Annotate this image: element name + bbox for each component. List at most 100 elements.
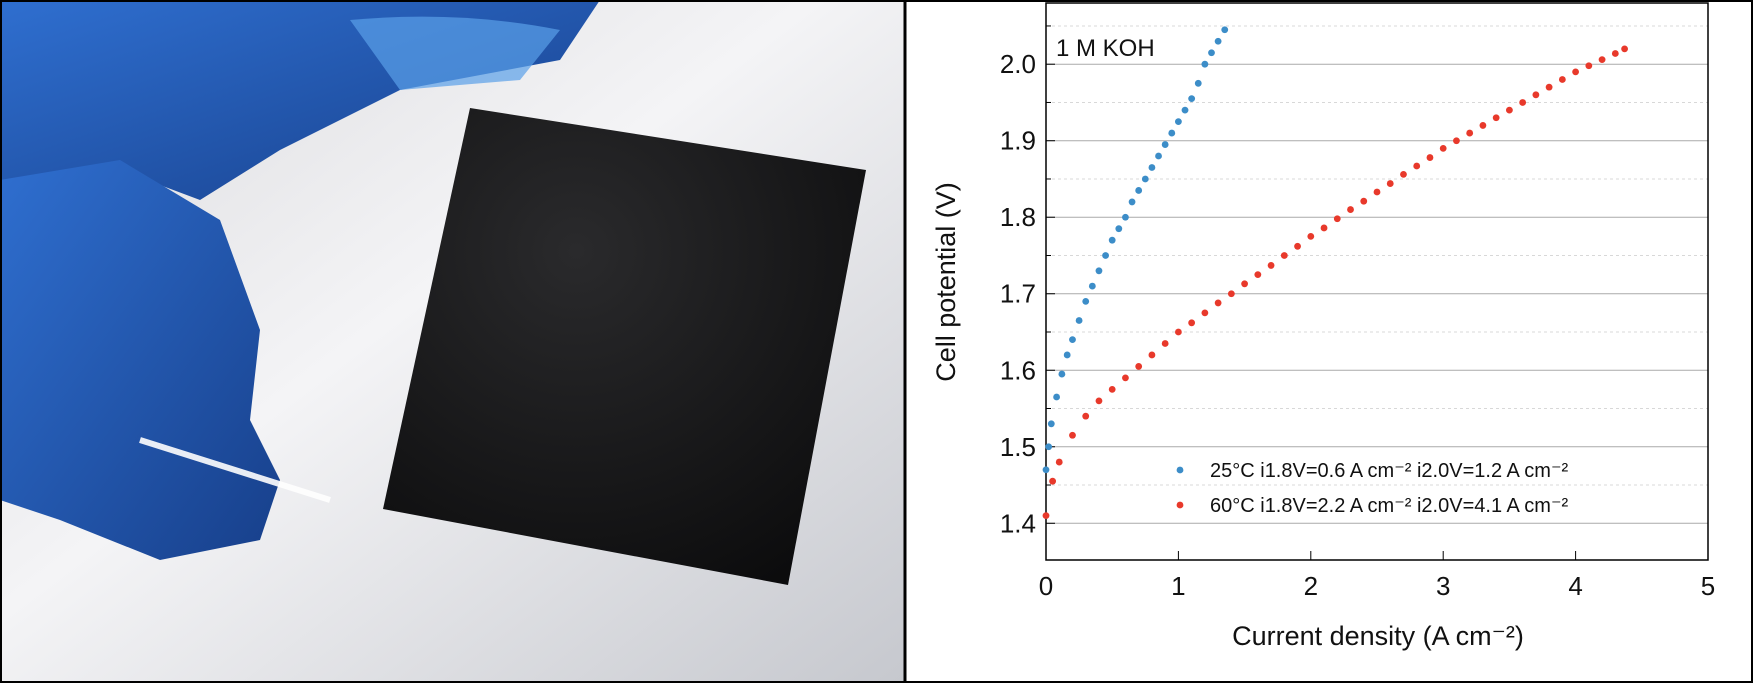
chart: 1 M KOH Current density (A cm⁻²) Cell po… bbox=[931, 2, 1715, 651]
point bbox=[1466, 129, 1474, 137]
x-tick-label: 0 bbox=[1039, 571, 1053, 601]
legend-label: 25°C i1.8V=0.6 A cm⁻² i2.0V=1.2 A cm⁻² bbox=[1210, 460, 1569, 482]
point bbox=[1082, 412, 1090, 420]
point bbox=[1621, 45, 1628, 53]
point bbox=[1168, 129, 1176, 137]
point bbox=[1135, 187, 1143, 194]
point bbox=[1360, 197, 1368, 205]
plot-frame bbox=[1045, 2, 1709, 561]
point bbox=[1347, 206, 1354, 213]
point bbox=[1102, 252, 1109, 259]
point bbox=[1075, 317, 1083, 324]
point bbox=[1479, 122, 1487, 129]
x-tick-label: 4 bbox=[1568, 571, 1582, 601]
legend-marker bbox=[1176, 501, 1184, 509]
point bbox=[1108, 385, 1116, 393]
point bbox=[1333, 215, 1341, 223]
point bbox=[1267, 262, 1275, 269]
legend-label: 60°C i1.8V=2.2 A cm⁻² i2.0V=4.1 A cm⁻² bbox=[1210, 495, 1569, 517]
point bbox=[1122, 213, 1129, 221]
point bbox=[1135, 363, 1143, 370]
point bbox=[1221, 26, 1229, 34]
point bbox=[1115, 225, 1123, 233]
point bbox=[1095, 397, 1103, 405]
point bbox=[1082, 297, 1090, 305]
point bbox=[1069, 336, 1076, 344]
point bbox=[1141, 175, 1149, 183]
photo bbox=[0, 0, 905, 683]
y-tick-label: 1.5 bbox=[1000, 432, 1036, 462]
x-axis-label: Current density (A cm⁻²) bbox=[1232, 621, 1524, 651]
y-axis-label: Cell potential (V) bbox=[931, 182, 961, 382]
y-tick-label: 1.7 bbox=[1000, 279, 1036, 309]
y-tick-label: 1.8 bbox=[1000, 202, 1036, 232]
point bbox=[1155, 152, 1162, 160]
point bbox=[1194, 79, 1202, 87]
point bbox=[1122, 374, 1129, 382]
point bbox=[1188, 95, 1196, 103]
point bbox=[1047, 420, 1055, 428]
point bbox=[1053, 393, 1060, 401]
point bbox=[1400, 170, 1407, 178]
point bbox=[1558, 76, 1566, 83]
point bbox=[1519, 99, 1527, 106]
point bbox=[1201, 309, 1209, 317]
point bbox=[1161, 141, 1169, 148]
point bbox=[1611, 50, 1619, 57]
point bbox=[1069, 431, 1076, 439]
y-tick-label: 1.9 bbox=[1000, 126, 1036, 156]
point bbox=[1439, 144, 1447, 152]
point bbox=[1254, 271, 1262, 279]
point bbox=[1042, 512, 1050, 520]
point bbox=[1453, 137, 1460, 145]
point bbox=[1585, 62, 1593, 70]
point bbox=[1532, 91, 1540, 99]
point bbox=[1201, 60, 1209, 68]
point bbox=[1598, 56, 1606, 64]
point bbox=[1214, 299, 1222, 307]
annotation: 1 M KOH bbox=[1056, 35, 1155, 62]
point bbox=[1307, 232, 1315, 240]
point bbox=[1386, 180, 1394, 187]
point bbox=[1148, 164, 1156, 171]
point bbox=[1128, 198, 1136, 206]
x-tick-label: 2 bbox=[1304, 571, 1318, 601]
point bbox=[1320, 224, 1328, 232]
point bbox=[1063, 351, 1071, 359]
point bbox=[1572, 68, 1579, 76]
point bbox=[1161, 340, 1169, 347]
point bbox=[1058, 370, 1066, 378]
point bbox=[1088, 282, 1096, 290]
point bbox=[1241, 280, 1248, 288]
y-tick-label: 1.4 bbox=[1000, 508, 1036, 538]
point bbox=[1413, 162, 1421, 170]
point bbox=[1181, 106, 1189, 114]
point bbox=[1108, 236, 1116, 244]
point bbox=[1280, 252, 1288, 259]
point bbox=[1208, 49, 1215, 57]
point bbox=[1042, 466, 1050, 474]
point bbox=[1373, 188, 1381, 196]
x-tick-label: 5 bbox=[1701, 571, 1715, 601]
legend-marker bbox=[1176, 466, 1184, 474]
point bbox=[1545, 83, 1553, 91]
point bbox=[1175, 328, 1182, 336]
point bbox=[1175, 118, 1182, 125]
point bbox=[1506, 106, 1513, 114]
point bbox=[1055, 458, 1063, 466]
point bbox=[1045, 443, 1053, 451]
point bbox=[1214, 37, 1222, 45]
point bbox=[1049, 477, 1057, 485]
point bbox=[1492, 114, 1500, 122]
point bbox=[1426, 154, 1434, 161]
point bbox=[1188, 319, 1196, 327]
y-tick-label: 2.0 bbox=[1000, 49, 1036, 79]
y-tick-label: 1.6 bbox=[1000, 355, 1036, 385]
point bbox=[1095, 267, 1103, 275]
point bbox=[1294, 242, 1301, 250]
x-tick-label: 1 bbox=[1171, 571, 1185, 601]
x-tick-label: 3 bbox=[1436, 571, 1450, 601]
point bbox=[1227, 290, 1235, 298]
point bbox=[1148, 351, 1156, 359]
